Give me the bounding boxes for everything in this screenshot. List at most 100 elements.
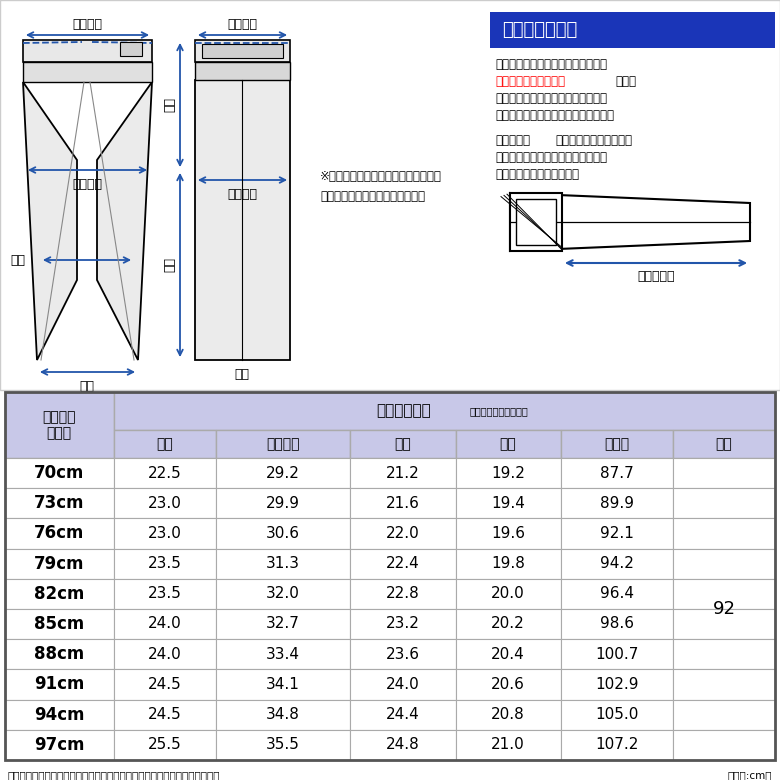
Bar — [673, 700, 775, 730]
Text: 20.2: 20.2 — [491, 616, 525, 632]
Bar — [673, 458, 775, 488]
Text: 21.2: 21.2 — [386, 466, 420, 480]
Text: 20.0: 20.0 — [491, 587, 525, 601]
Text: 82cm: 82cm — [34, 585, 84, 603]
Text: 裾幅: 裾幅 — [80, 380, 94, 392]
Text: 股下サイズを計測しご注文ください。: 股下サイズを計測しご注文ください。 — [495, 109, 614, 122]
Bar — [561, 609, 673, 639]
Bar — [216, 639, 350, 669]
Bar — [673, 430, 775, 458]
Text: 32.0: 32.0 — [266, 587, 300, 601]
Text: 79cm: 79cm — [34, 555, 84, 573]
Bar — [114, 730, 216, 760]
Bar — [195, 40, 290, 62]
Text: 97cm: 97cm — [34, 736, 84, 753]
Bar — [114, 700, 216, 730]
Bar — [23, 40, 152, 62]
Polygon shape — [97, 82, 152, 360]
Bar — [490, 12, 775, 48]
Text: 73cm: 73cm — [34, 495, 84, 512]
Text: 20.4: 20.4 — [491, 647, 525, 661]
Bar — [673, 519, 775, 548]
Bar — [561, 579, 673, 609]
Text: 19.6: 19.6 — [491, 526, 525, 541]
Text: 25.5: 25.5 — [148, 737, 182, 752]
Text: 23.5: 23.5 — [148, 587, 182, 601]
Bar — [216, 548, 350, 579]
Bar — [114, 548, 216, 579]
Text: 85cm: 85cm — [34, 615, 84, 633]
Text: 89.9: 89.9 — [600, 496, 634, 511]
Bar — [673, 579, 775, 609]
Text: 107.2: 107.2 — [595, 737, 639, 752]
Bar — [5, 669, 114, 700]
Text: 23.2: 23.2 — [386, 616, 420, 632]
Text: 29.2: 29.2 — [266, 466, 300, 480]
Text: 股下サイズ: 股下サイズ — [637, 271, 675, 283]
Bar — [673, 548, 775, 579]
Text: 87.7: 87.7 — [600, 466, 634, 480]
Text: 21.0: 21.0 — [491, 737, 525, 752]
Bar — [114, 609, 216, 639]
Bar — [216, 430, 350, 458]
Text: 着用には裾上げが必要: 着用には裾上げが必要 — [495, 75, 565, 88]
Bar — [114, 488, 216, 519]
Text: 33.4: 33.4 — [266, 647, 300, 661]
Text: お直しについて: お直しについて — [502, 21, 577, 39]
Bar — [5, 548, 114, 579]
Bar — [456, 730, 561, 760]
Bar — [561, 730, 673, 760]
Bar — [561, 669, 673, 700]
Bar — [350, 669, 456, 700]
Bar — [5, 639, 114, 669]
Text: 92: 92 — [712, 600, 736, 618]
Bar — [673, 669, 775, 700]
Text: 32.7: 32.7 — [266, 616, 300, 632]
Text: 24.8: 24.8 — [386, 737, 420, 752]
Text: パンツの股下は補正前のサイズで、: パンツの股下は補正前のサイズで、 — [495, 58, 607, 71]
Text: ウエスト
サイズ: ウエスト サイズ — [42, 410, 76, 440]
Text: 裾幅: 裾幅 — [235, 367, 250, 381]
Bar — [195, 62, 290, 80]
Bar — [216, 669, 350, 700]
Text: 30.6: 30.6 — [266, 526, 300, 541]
Bar — [5, 392, 775, 760]
Text: に交わった部分から縬い目に沿って: に交わった部分から縬い目に沿って — [495, 151, 607, 164]
Text: ウエスト: ウエスト — [227, 17, 257, 30]
Bar — [120, 42, 142, 56]
Text: 19.8: 19.8 — [491, 556, 525, 571]
Text: 23.0: 23.0 — [148, 496, 182, 511]
Polygon shape — [23, 82, 77, 360]
Bar — [350, 639, 456, 669]
Polygon shape — [510, 193, 750, 251]
Text: 94.2: 94.2 — [600, 556, 634, 571]
Text: 31.3: 31.3 — [266, 556, 300, 571]
Text: 34.8: 34.8 — [266, 707, 300, 722]
Bar — [456, 458, 561, 488]
Text: 92.1: 92.1 — [600, 526, 634, 541]
Bar — [561, 519, 673, 548]
Text: 股上: 股上 — [164, 98, 176, 112]
Text: 23.5: 23.5 — [148, 556, 182, 571]
Text: 24.5: 24.5 — [148, 707, 182, 722]
Bar — [350, 579, 456, 609]
Text: 35.5: 35.5 — [266, 737, 300, 752]
Text: 22.4: 22.4 — [386, 556, 420, 571]
Bar — [114, 639, 216, 669]
Text: 20.8: 20.8 — [491, 707, 525, 722]
Text: 股下: 股下 — [164, 257, 176, 272]
Text: 24.4: 24.4 — [386, 707, 420, 722]
Bar — [0, 0, 780, 390]
Text: 24.0: 24.0 — [148, 616, 182, 632]
Bar — [673, 730, 775, 760]
Bar — [216, 609, 350, 639]
Bar — [456, 700, 561, 730]
Text: 76cm: 76cm — [34, 524, 84, 542]
Text: 内股付け根の縬製が十字: 内股付け根の縬製が十字 — [555, 134, 632, 147]
Bar — [350, 609, 456, 639]
Text: 股上: 股上 — [157, 437, 173, 451]
Text: 105.0: 105.0 — [595, 707, 639, 722]
Bar — [216, 488, 350, 519]
Bar — [114, 430, 216, 458]
Text: 100.7: 100.7 — [595, 647, 639, 661]
